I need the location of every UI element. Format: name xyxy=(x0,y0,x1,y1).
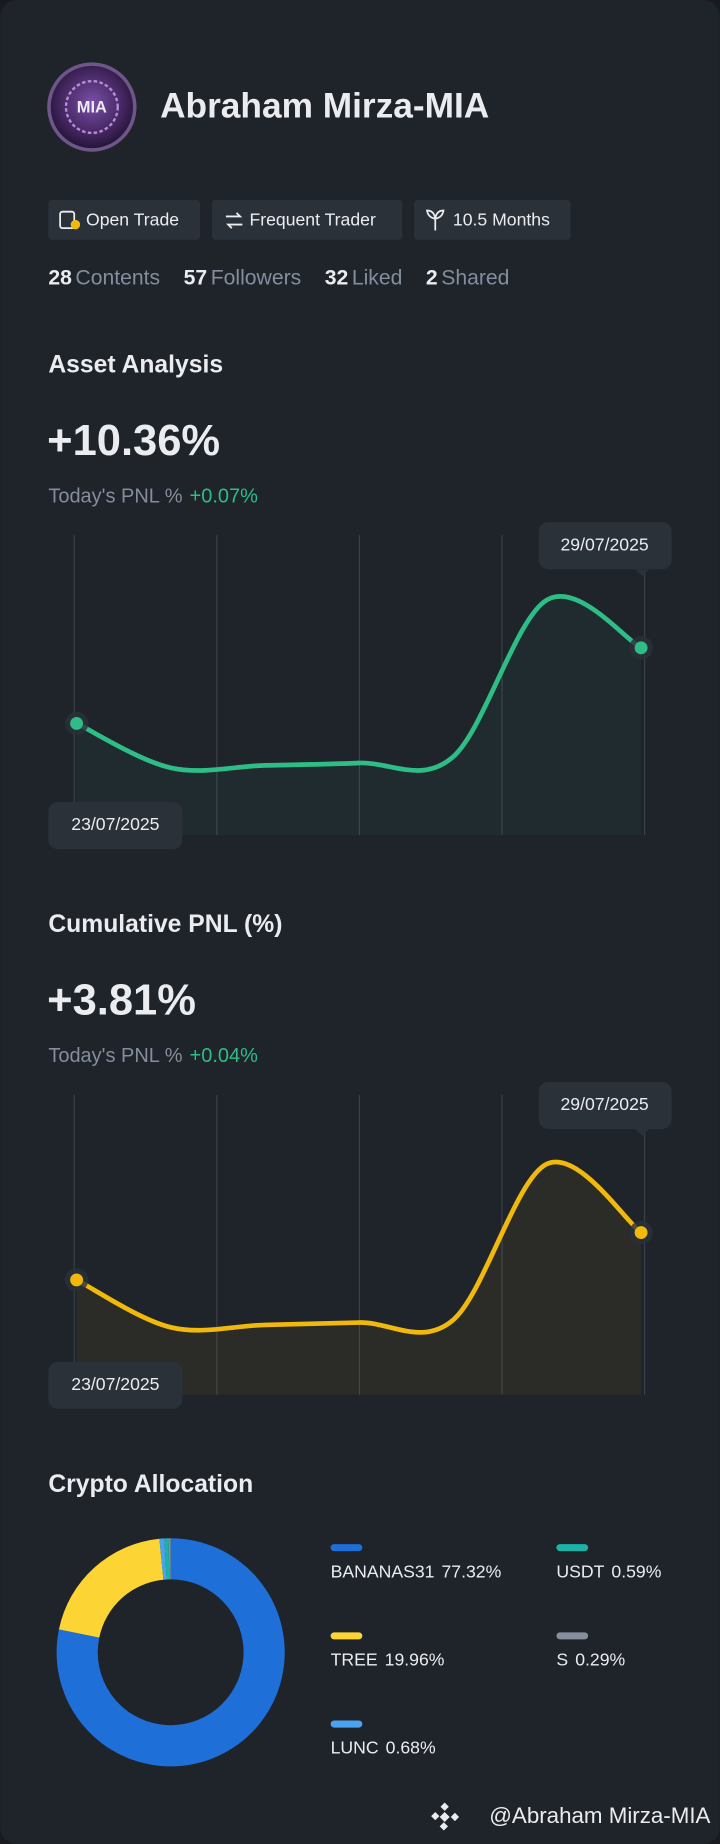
footer: @Abraham Mirza-MIA xyxy=(431,1802,711,1831)
date-label: 29/07/2025 xyxy=(561,1094,649,1114)
stat-count: 2 xyxy=(426,266,438,289)
tooltip-pointer xyxy=(635,1128,650,1137)
area xyxy=(76,596,642,835)
today-pnl: Today's PNL % +0.04% xyxy=(48,1046,258,1068)
stat-label: Liked xyxy=(352,266,403,289)
profile-name: Abraham Mirza-MIA xyxy=(160,87,489,126)
date-label: 23/07/2025 xyxy=(71,814,159,834)
legend-name: TREE xyxy=(331,1649,378,1669)
legend-value: 0.68% xyxy=(386,1737,436,1757)
today-pnl: Today's PNL % +0.07% xyxy=(48,486,258,508)
date-label: 29/07/2025 xyxy=(561,534,649,554)
today-label: Today's PNL % xyxy=(48,1046,182,1068)
donut-segment xyxy=(56,1538,285,1767)
stats-text: 28 Contents 57 Followers 32 Liked 2 Shared xyxy=(48,266,509,289)
badge: Open Trade xyxy=(48,199,201,240)
stats-row: 28 Contents 57 Followers 32 Liked 2 Shared xyxy=(48,266,509,289)
legend-value: 19.96% xyxy=(385,1649,445,1669)
legend-text: USDT 0.59% xyxy=(556,1561,661,1581)
line xyxy=(74,1159,644,1335)
point xyxy=(634,641,648,655)
legend-swatch xyxy=(330,1632,363,1640)
avatar-text: MIA xyxy=(77,99,107,117)
legend-value: 0.29% xyxy=(575,1649,625,1669)
donut-segment xyxy=(159,1538,167,1580)
legend-text: TREE 19.96% xyxy=(331,1649,445,1669)
point xyxy=(70,716,84,730)
asset-section: Cumulative PNL (%) +3.81% Today's PNL % +0.… xyxy=(47,911,672,1409)
footer-text: @Abraham Mirza-MIA xyxy=(489,1803,710,1828)
stat-count: 28 xyxy=(48,266,72,289)
section-title: Crypto Allocation xyxy=(48,1471,253,1498)
badge-label: Open Trade xyxy=(86,210,179,230)
legend-name: S xyxy=(556,1649,568,1669)
donut-segment xyxy=(164,1538,170,1580)
stat-label: Contents xyxy=(75,266,160,289)
headline-value: +10.36% xyxy=(47,417,220,465)
line xyxy=(74,594,644,773)
area xyxy=(76,1161,642,1395)
today-label: Today's PNL % xyxy=(48,486,182,508)
today-value: +0.04% xyxy=(190,1046,259,1068)
legend-text: BANANAS31 77.32% xyxy=(331,1561,502,1581)
legend-swatch xyxy=(330,1544,363,1552)
legend-text: LUNC 0.68% xyxy=(331,1737,436,1757)
legend-name: LUNC xyxy=(331,1737,379,1757)
section-title: Cumulative PNL (%) xyxy=(48,911,282,938)
legend-swatch xyxy=(556,1632,589,1640)
asset-section: Asset Analysis +10.36% Today's PNL % +0.07%… xyxy=(47,351,672,850)
legend-name: USDT xyxy=(556,1561,604,1581)
legend-value: 77.32% xyxy=(441,1561,501,1581)
date-label: 23/07/2025 xyxy=(71,1374,159,1394)
badge-label: Frequent Trader xyxy=(249,210,376,230)
today-value: +0.07% xyxy=(190,486,259,508)
point xyxy=(70,1273,84,1287)
stat-count: 57 xyxy=(184,266,208,289)
badge: Frequent Trader xyxy=(211,199,403,240)
donut-segment xyxy=(168,1538,171,1580)
stat-label: Shared xyxy=(441,266,509,289)
sections: Asset Analysis +10.36% Today's PNL % +0.07%… xyxy=(47,351,672,1767)
stat-label: Followers xyxy=(211,266,302,289)
donut-segment xyxy=(58,1538,164,1638)
date-tooltip xyxy=(48,1361,183,1409)
stat-count: 32 xyxy=(325,266,349,289)
legend-swatch xyxy=(330,1720,363,1728)
headline-value: +3.81% xyxy=(47,977,196,1025)
badge-label: 10.5 Months xyxy=(453,210,550,230)
badge: 10.5 Months xyxy=(414,199,571,240)
date-tooltip xyxy=(538,522,672,570)
tooltip-pointer xyxy=(635,569,650,577)
legend-text: S 0.29% xyxy=(556,1649,625,1669)
point xyxy=(634,1226,648,1240)
legend-swatch xyxy=(556,1544,589,1552)
allocation-section: Crypto Allocation BANANAS31 77.32% TREE 19.9… xyxy=(48,1471,662,1767)
date-tooltip xyxy=(48,802,183,850)
legend-value: 0.59% xyxy=(611,1561,661,1581)
avatar: MIA xyxy=(47,62,137,152)
legend-name: BANANAS31 xyxy=(331,1561,435,1581)
section-title: Asset Analysis xyxy=(48,351,223,378)
date-tooltip xyxy=(538,1081,672,1129)
